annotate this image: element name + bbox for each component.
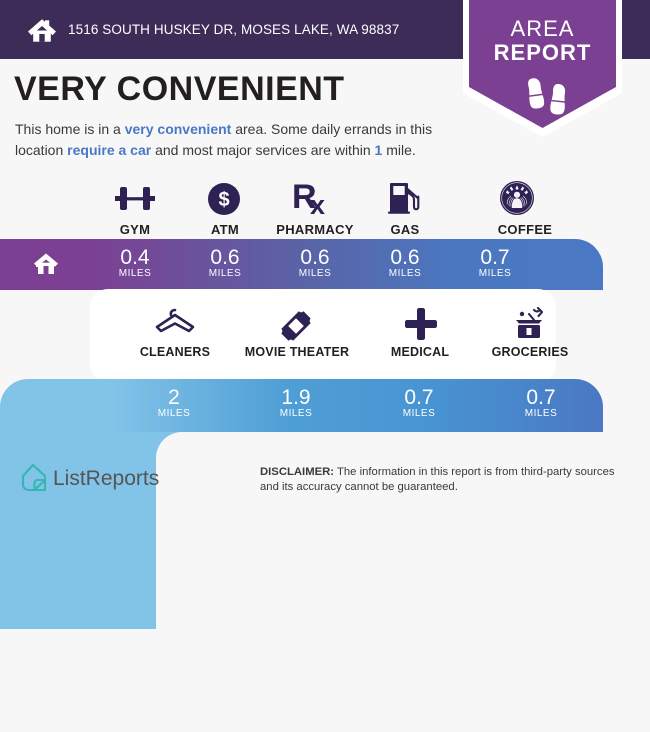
svg-text:x: x <box>310 190 325 216</box>
svg-text:$: $ <box>218 189 229 211</box>
